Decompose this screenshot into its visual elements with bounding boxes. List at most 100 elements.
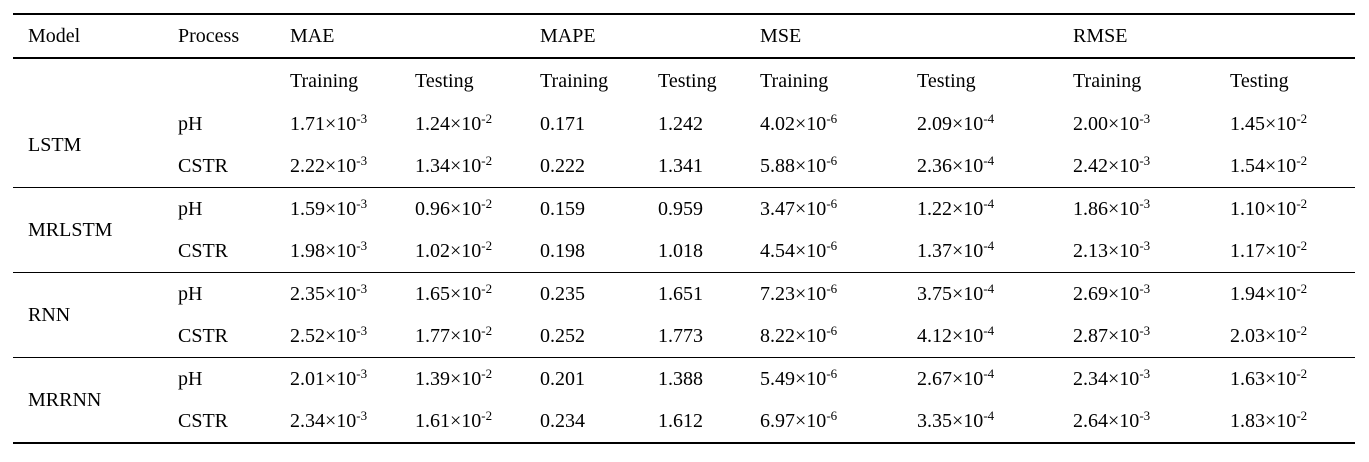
header-process: Process xyxy=(178,24,240,47)
process-cell: pH xyxy=(178,282,203,305)
value-cell: 1.388 xyxy=(658,367,704,390)
subheader-mae-testing: Testing xyxy=(415,69,474,92)
value-cell: 1.17×10-2 xyxy=(1230,237,1308,262)
value-cell: 2.22×10-3 xyxy=(290,152,368,177)
subheader-mape-training: Training xyxy=(540,69,609,92)
model-name-cell: LSTM xyxy=(28,133,82,156)
subheader-mse-training: Training xyxy=(760,69,829,92)
value-cell: 5.49×10-6 xyxy=(760,365,838,390)
value-cell: 1.22×10-4 xyxy=(917,195,995,220)
value-cell: 2.09×10-4 xyxy=(917,110,995,135)
subheader-mae-training: Training xyxy=(290,69,359,92)
value-cell: 3.75×10-4 xyxy=(917,280,995,305)
process-cell: CSTR xyxy=(178,409,229,432)
value-cell: 4.02×10-6 xyxy=(760,110,838,135)
value-cell: 1.018 xyxy=(658,239,704,262)
value-cell: 0.96×10-2 xyxy=(415,195,493,220)
header-mse: MSE xyxy=(760,24,802,47)
value-cell: 1.86×10-3 xyxy=(1073,195,1151,220)
value-cell: 1.39×10-2 xyxy=(415,365,493,390)
table-row: MRLSTM pH 1.59×10-3 0.96×10-2 0.159 0.959 3.47… xyxy=(13,187,1356,241)
value-cell: 0.959 xyxy=(658,197,704,220)
table-row: CSTR 2.34×10-3 1.61×10-2 0.234 1.612 6.97×10-… xyxy=(13,400,1355,443)
value-cell: 1.65×10-2 xyxy=(415,280,493,305)
value-cell: 1.02×10-2 xyxy=(415,237,493,262)
value-cell: 0.159 xyxy=(540,197,586,220)
value-cell: 2.36×10-4 xyxy=(917,152,995,177)
table-row: RNN pH 2.35×10-3 1.65×10-2 0.235 1.651 7.23×10… xyxy=(13,272,1356,326)
header-row-subcolumns: Training Testing Training Testing Traini… xyxy=(13,58,1355,103)
table-row: CSTR 1.98×10-3 1.02×10-2 0.198 1.018 4.54×10-… xyxy=(13,230,1355,273)
value-cell: 2.35×10-3 xyxy=(290,280,368,305)
subheader-mape-testing: Testing xyxy=(658,69,717,92)
value-cell: 2.01×10-3 xyxy=(290,365,368,390)
value-cell: 2.67×10-4 xyxy=(917,365,995,390)
header-row-metrics: Model Process MAE MAPE MSE RMSE xyxy=(13,14,1356,58)
value-cell: 5.88×10-6 xyxy=(760,152,838,177)
value-cell: 0.235 xyxy=(540,282,586,305)
value-cell: 0.198 xyxy=(540,239,586,262)
value-cell: 1.77×10-2 xyxy=(415,322,493,347)
value-cell: 1.773 xyxy=(658,324,704,347)
header-model: Model xyxy=(28,24,81,47)
subheader-empty-process xyxy=(163,58,275,103)
value-cell: 2.34×10-3 xyxy=(290,407,368,432)
subheader-rmse-testing: Testing xyxy=(1230,69,1289,92)
value-cell: 1.71×10-3 xyxy=(290,110,368,135)
model-metrics-table: Model Process MAE MAPE MSE RMSE Training… xyxy=(13,13,1356,444)
value-cell: 0.252 xyxy=(540,324,586,347)
value-cell: 1.45×10-2 xyxy=(1230,110,1308,135)
process-cell: CSTR xyxy=(178,324,229,347)
table-body: LSTM pH 1.71×10-3 1.24×10-2 0.171 1.242 4.02×1… xyxy=(13,103,1356,443)
subheader-rmse-training: Training xyxy=(1073,69,1142,92)
value-cell: 1.94×10-2 xyxy=(1230,280,1308,305)
value-cell: 2.34×10-3 xyxy=(1073,365,1151,390)
value-cell: 2.69×10-3 xyxy=(1073,280,1151,305)
model-name-cell: MRLSTM xyxy=(28,218,113,241)
value-cell: 0.171 xyxy=(540,112,586,135)
value-cell: 1.24×10-2 xyxy=(415,110,493,135)
value-cell: 1.242 xyxy=(658,112,704,135)
value-cell: 0.234 xyxy=(540,409,586,432)
value-cell: 7.23×10-6 xyxy=(760,280,838,305)
value-cell: 2.52×10-3 xyxy=(290,322,368,347)
process-cell: pH xyxy=(178,112,203,135)
process-cell: pH xyxy=(178,197,203,220)
value-cell: 1.98×10-3 xyxy=(290,237,368,262)
value-cell: 6.97×10-6 xyxy=(760,407,838,432)
header-mape: MAPE xyxy=(540,24,596,47)
model-name-cell: MRRNN xyxy=(28,388,102,411)
value-cell: 2.42×10-3 xyxy=(1073,152,1151,177)
value-cell: 1.651 xyxy=(658,282,704,305)
value-cell: 1.34×10-2 xyxy=(415,152,493,177)
value-cell: 1.61×10-2 xyxy=(415,407,493,432)
value-cell: 3.47×10-6 xyxy=(760,195,838,220)
value-cell: 3.35×10-4 xyxy=(917,407,995,432)
value-cell: 2.00×10-3 xyxy=(1073,110,1151,135)
subheader-empty-model xyxy=(13,58,163,103)
value-cell: 1.63×10-2 xyxy=(1230,365,1308,390)
value-cell: 1.37×10-4 xyxy=(917,237,995,262)
value-cell: 4.12×10-4 xyxy=(917,322,995,347)
table-row: MRRNN pH 2.01×10-3 1.39×10-2 0.201 1.388 5.49×… xyxy=(13,357,1356,411)
value-cell: 1.612 xyxy=(658,409,704,432)
value-cell: 2.13×10-3 xyxy=(1073,237,1151,262)
value-cell: 1.59×10-3 xyxy=(290,195,368,220)
table-row: LSTM pH 1.71×10-3 1.24×10-2 0.171 1.242 4.02×1… xyxy=(13,103,1355,156)
model-name-cell: RNN xyxy=(28,303,71,326)
value-cell: 4.54×10-6 xyxy=(760,237,838,262)
header-mae: MAE xyxy=(290,24,335,47)
value-cell: 1.54×10-2 xyxy=(1230,152,1308,177)
value-cell: 1.10×10-2 xyxy=(1230,195,1308,220)
value-cell: 2.03×10-2 xyxy=(1230,322,1308,347)
value-cell: 1.341 xyxy=(658,154,704,177)
table-row: CSTR 2.22×10-3 1.34×10-2 0.222 1.341 5.88×10-… xyxy=(13,145,1355,188)
value-cell: 2.64×10-3 xyxy=(1073,407,1151,432)
header-rmse: RMSE xyxy=(1073,24,1128,47)
process-cell: CSTR xyxy=(178,239,229,262)
value-cell: 8.22×10-6 xyxy=(760,322,838,347)
process-cell: pH xyxy=(178,367,203,390)
value-cell: 2.87×10-3 xyxy=(1073,322,1151,347)
subheader-mse-testing: Testing xyxy=(917,69,976,92)
value-cell: 0.201 xyxy=(540,367,586,390)
